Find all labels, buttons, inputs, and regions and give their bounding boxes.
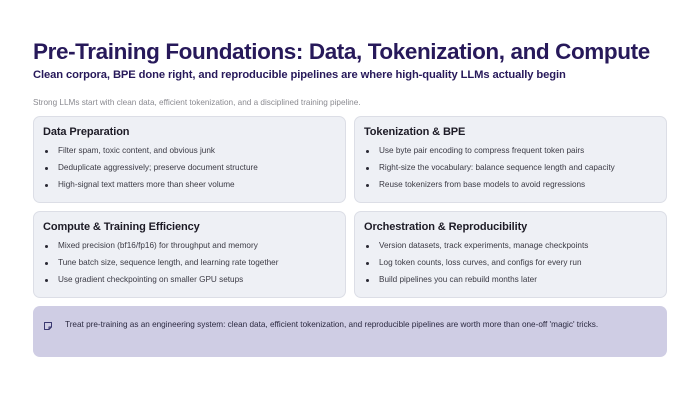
page-title: Pre-Training Foundations: Data, Tokeniza… <box>33 39 650 64</box>
bullet-list: Use byte pair encoding to compress frequ… <box>364 142 657 193</box>
list-item: Log token counts, loss curves, and confi… <box>364 254 657 271</box>
card-title: Orchestration & Reproducibility <box>364 221 528 233</box>
intro-text: Strong LLMs start with clean data, effic… <box>33 98 361 107</box>
callout-box: Treat pre-training as an engineering sys… <box>33 306 667 357</box>
slide: Pre-Training Foundations: Data, Tokeniza… <box>33 38 667 357</box>
card-title: Data Preparation <box>43 126 130 138</box>
card-title: Compute & Training Efficiency <box>43 221 200 233</box>
list-item: Mixed precision (bf16/fp16) for throughp… <box>43 237 336 254</box>
list-item: Reuse tokenizers from base models to avo… <box>364 176 657 193</box>
list-item: Filter spam, toxic content, and obvious … <box>43 142 336 159</box>
card-title: Tokenization & BPE <box>364 126 466 138</box>
list-item: Version datasets, track experiments, man… <box>364 237 657 254</box>
list-item: Deduplicate aggressively; preserve docum… <box>43 159 336 176</box>
cards-grid: Data Preparation Filter spam, toxic cont… <box>33 116 667 298</box>
bullet-list: Mixed precision (bf16/fp16) for throughp… <box>43 237 336 288</box>
card-tokenization-bpe: Tokenization & BPE Use byte pair encodin… <box>354 116 667 203</box>
card-data-preparation: Data Preparation Filter spam, toxic cont… <box>33 116 346 203</box>
list-item: Build pipelines you can rebuild months l… <box>364 271 657 288</box>
bullet-list: Filter spam, toxic content, and obvious … <box>43 142 336 193</box>
list-item: Tune batch size, sequence length, and le… <box>43 254 336 271</box>
note-icon <box>43 318 53 330</box>
list-item: Use byte pair encoding to compress frequ… <box>364 142 657 159</box>
card-orchestration-reproducibility: Orchestration & Reproducibility Version … <box>354 211 667 298</box>
list-item: Use gradient checkpointing on smaller GP… <box>43 271 336 288</box>
card-compute-efficiency: Compute & Training Efficiency Mixed prec… <box>33 211 346 298</box>
list-item: High-signal text matters more than sheer… <box>43 176 336 193</box>
page-subtitle: Clean corpora, BPE done right, and repro… <box>33 69 566 81</box>
list-item: Right-size the vocabulary: balance seque… <box>364 159 657 176</box>
callout-text: Treat pre-training as an engineering sys… <box>65 320 599 329</box>
bullet-list: Version datasets, track experiments, man… <box>364 237 657 288</box>
